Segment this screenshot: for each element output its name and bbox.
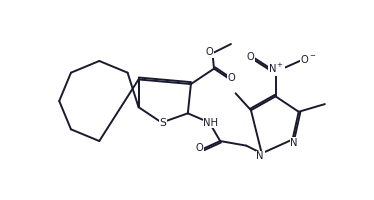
Text: O: O [205, 47, 213, 57]
Text: O: O [196, 143, 203, 153]
Text: O: O [228, 73, 236, 83]
Text: O$^-$: O$^-$ [300, 53, 317, 65]
Text: NH: NH [203, 118, 218, 128]
Text: N: N [290, 138, 298, 148]
Text: S: S [160, 118, 167, 128]
Text: N: N [257, 151, 264, 161]
Text: N$^+$: N$^+$ [268, 62, 285, 75]
Text: O: O [246, 52, 254, 62]
